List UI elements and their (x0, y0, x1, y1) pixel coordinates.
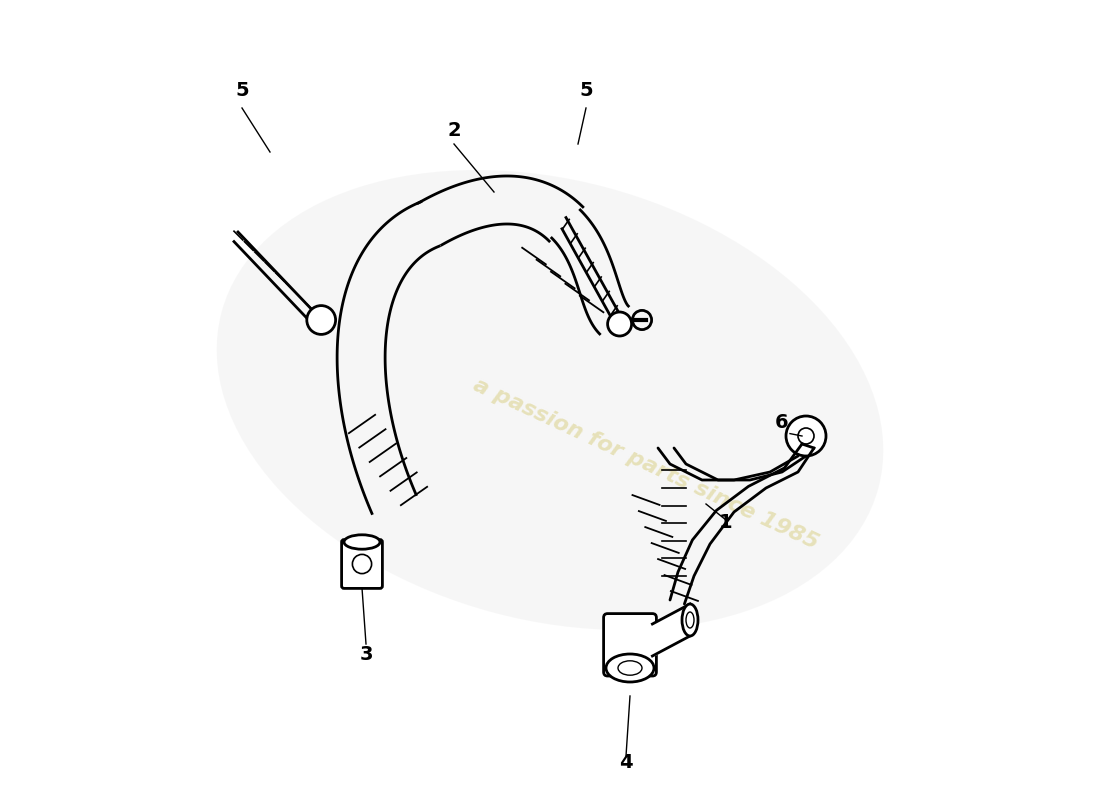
Circle shape (607, 312, 631, 336)
Ellipse shape (682, 604, 698, 636)
Circle shape (307, 306, 336, 334)
Circle shape (786, 416, 826, 456)
Text: 4: 4 (619, 753, 632, 772)
Text: 3: 3 (360, 645, 373, 664)
Text: 2: 2 (448, 121, 461, 140)
Text: 5: 5 (235, 81, 249, 100)
FancyBboxPatch shape (342, 540, 383, 589)
Ellipse shape (217, 170, 883, 630)
Text: 1: 1 (719, 513, 733, 532)
Ellipse shape (606, 654, 654, 682)
Text: 5: 5 (580, 81, 593, 100)
Ellipse shape (344, 534, 380, 549)
Text: a passion for parts since 1985: a passion for parts since 1985 (470, 375, 822, 553)
Text: 6: 6 (776, 413, 789, 432)
FancyBboxPatch shape (604, 614, 657, 676)
